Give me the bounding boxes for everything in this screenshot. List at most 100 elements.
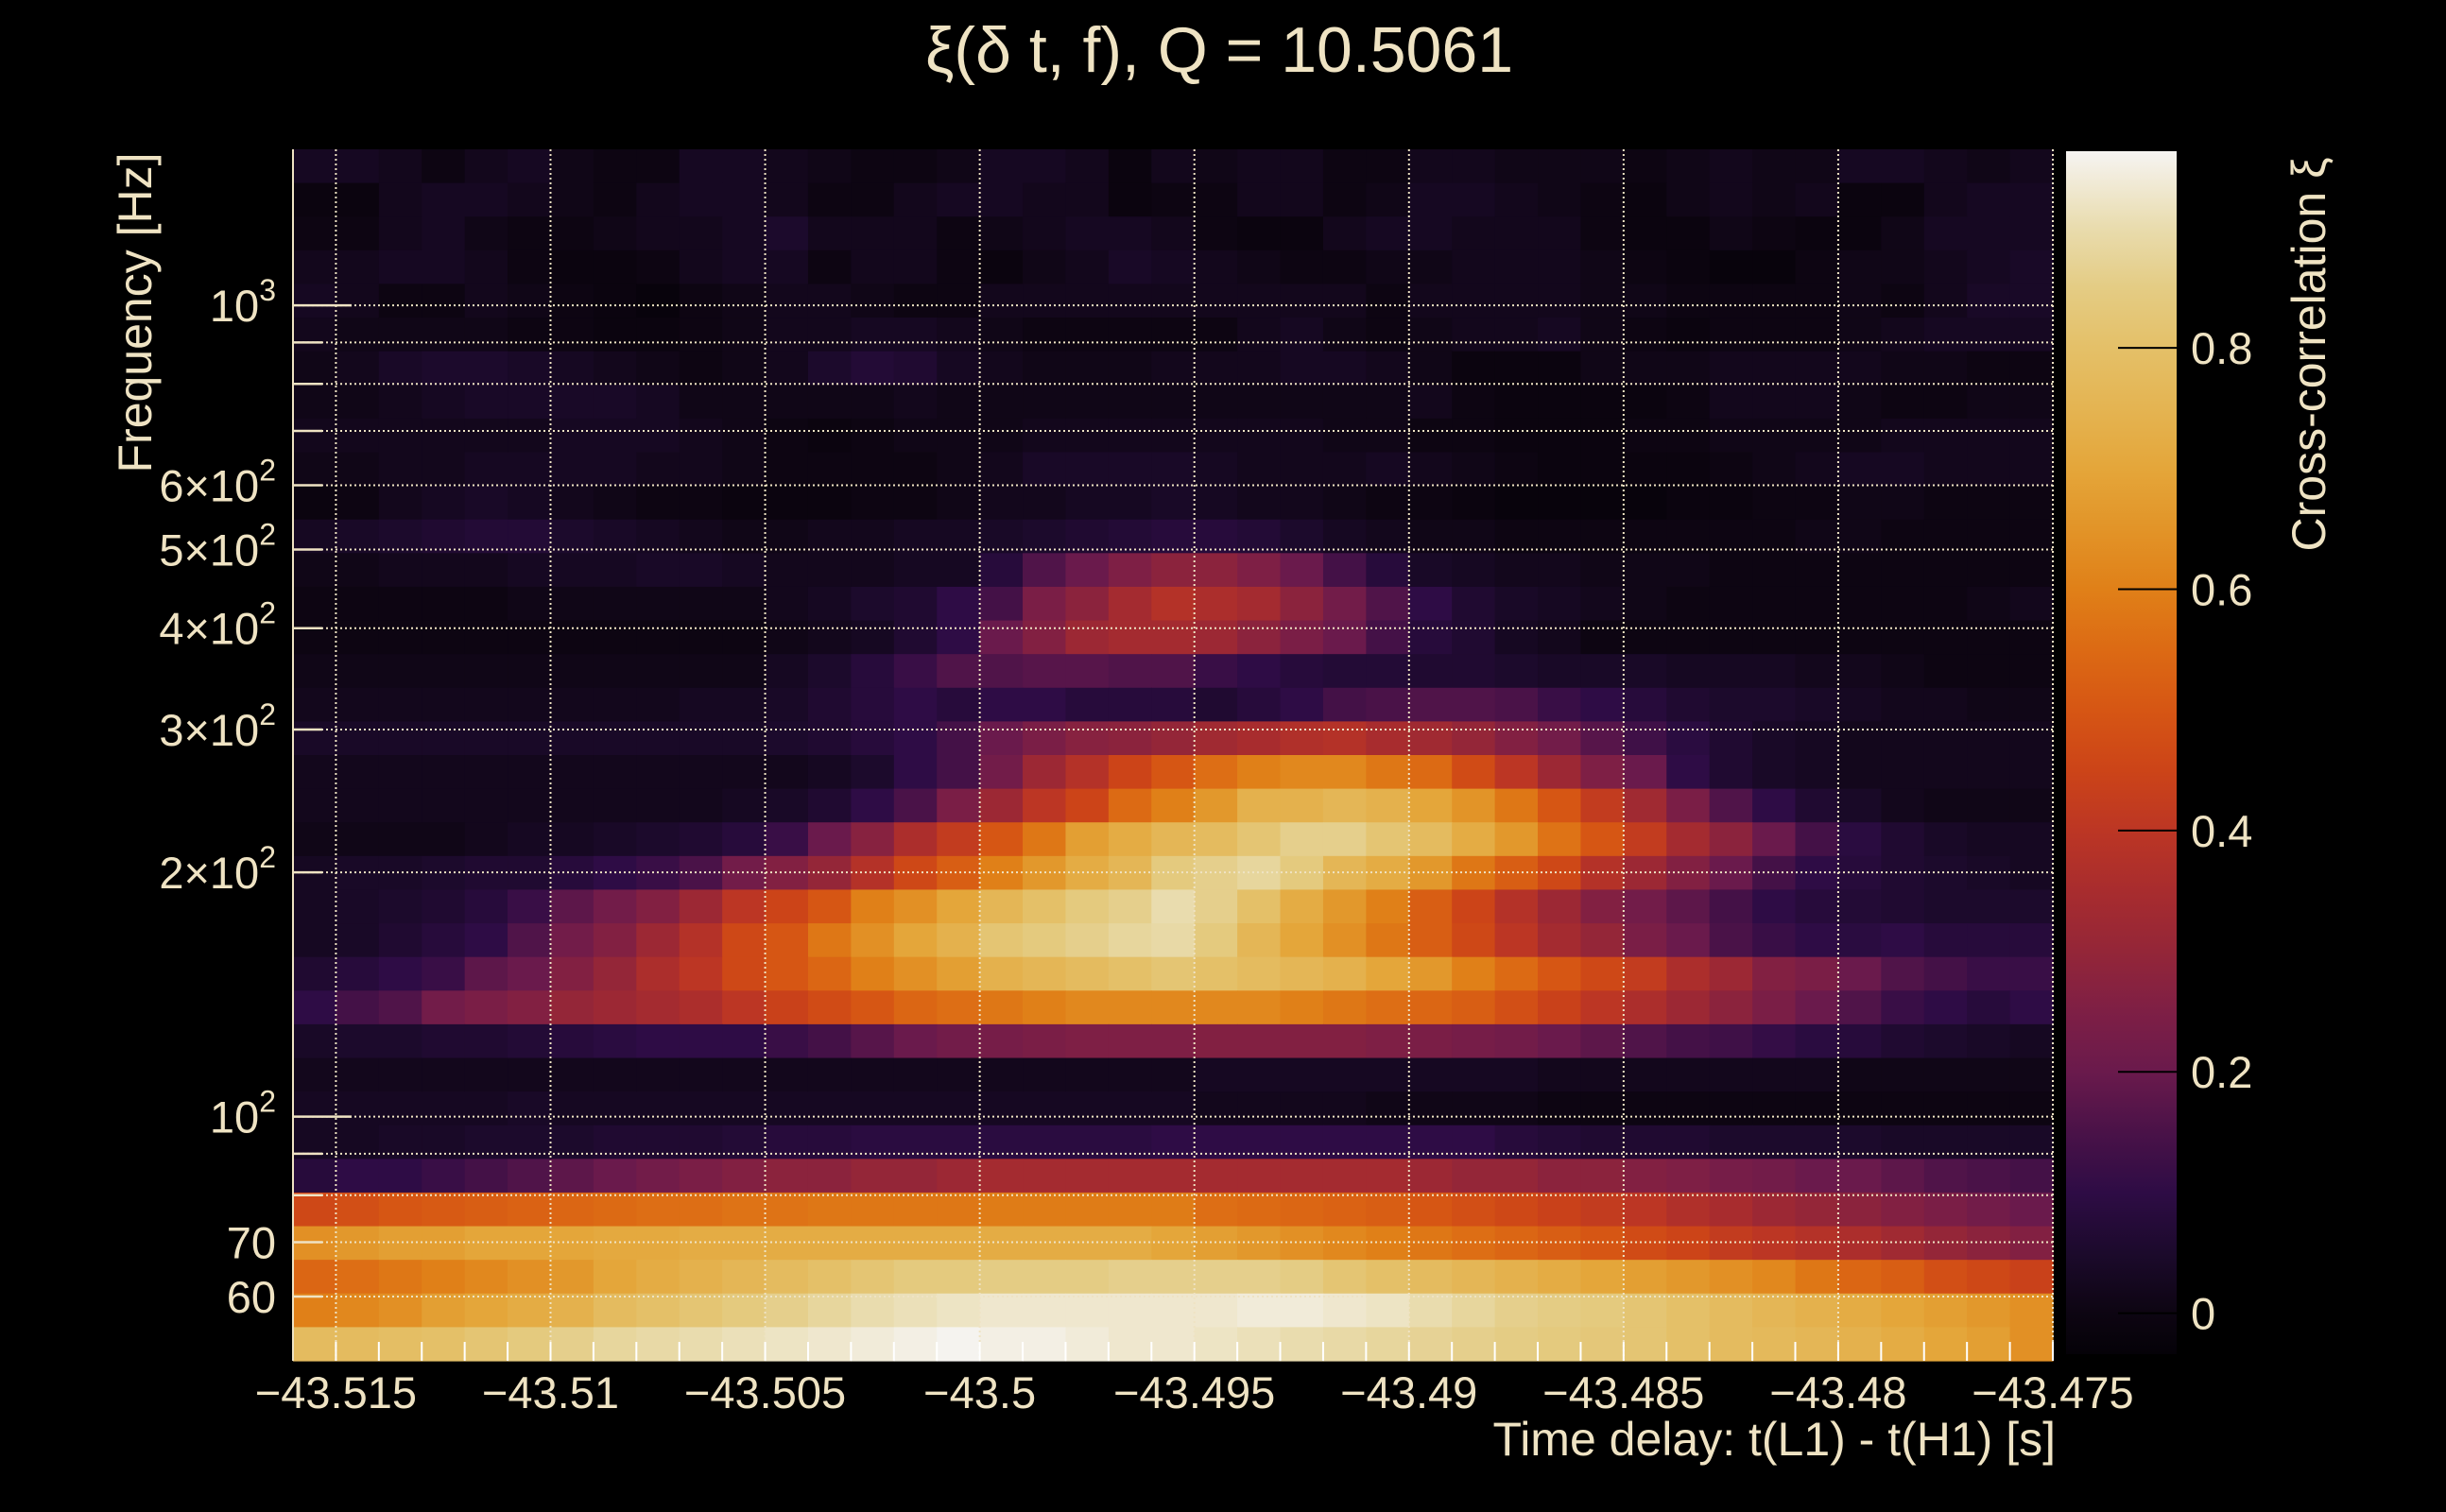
- heatmap-cell: [1752, 418, 1797, 454]
- heatmap-cell: [807, 418, 852, 454]
- heatmap-cell: [336, 822, 380, 857]
- heatmap-cell: [1408, 1192, 1453, 1228]
- heatmap-cell: [979, 452, 1024, 487]
- heatmap-cell: [1108, 486, 1152, 521]
- heatmap-cell: [1837, 1293, 1882, 1328]
- heatmap-cell: [765, 452, 809, 487]
- heatmap-cell: [765, 385, 809, 420]
- heatmap-cell: [1752, 486, 1797, 521]
- heatmap-cell: [1923, 687, 1968, 722]
- heatmap-cell: [1194, 486, 1238, 521]
- heatmap-cell: [336, 1226, 380, 1261]
- colorbar-tick-label: 0.8: [2191, 323, 2252, 373]
- heatmap-cell: [1580, 249, 1625, 285]
- heatmap-cell: [1237, 1057, 1282, 1092]
- heatmap-cell: [636, 1023, 680, 1059]
- heatmap-cell: [765, 284, 809, 318]
- heatmap-cell: [1580, 1091, 1625, 1126]
- heatmap-cell: [1795, 1023, 1839, 1059]
- heatmap-cell: [508, 923, 552, 958]
- heatmap-cell: [593, 149, 637, 184]
- heatmap-cell: [1666, 318, 1711, 352]
- heatmap-cell: [1752, 519, 1797, 554]
- heatmap-cell: [1881, 452, 1925, 487]
- heatmap-cell: [1881, 1327, 1925, 1362]
- heatmap-cell: [851, 1293, 895, 1328]
- heatmap-cell: [1366, 1327, 1410, 1362]
- heatmap-cell: [1881, 889, 1925, 924]
- heatmap-cell: [1623, 889, 1667, 924]
- heatmap-cell: [1366, 654, 1410, 689]
- heatmap-cell: [1881, 418, 1925, 454]
- heatmap-cell: [765, 1091, 809, 1126]
- heatmap-cell: [464, 418, 508, 454]
- heatmap-cell: [807, 519, 852, 554]
- heatmap-cell: [1538, 755, 1582, 790]
- heatmap-cell: [293, 1293, 337, 1328]
- heatmap-cell: [1881, 654, 1925, 689]
- heatmap-cell: [1237, 687, 1282, 722]
- heatmap-cell: [1580, 182, 1625, 217]
- heatmap-cell: [1623, 216, 1667, 251]
- heatmap-cell: [464, 553, 508, 588]
- heatmap-cell: [1580, 1023, 1625, 1059]
- heatmap-cell: [1881, 855, 1925, 891]
- heatmap-cell: [1623, 553, 1667, 588]
- heatmap-cell: [1194, 721, 1238, 756]
- heatmap-cell: [1752, 822, 1797, 857]
- heatmap-cell: [851, 1192, 895, 1228]
- heatmap-cell: [1023, 1260, 1067, 1295]
- heatmap-cell: [336, 1293, 380, 1328]
- heatmap-cell: [722, 956, 767, 991]
- y-tick-label-exponent: 2: [259, 1085, 276, 1119]
- heatmap-cell: [851, 755, 895, 790]
- heatmap-cell: [1538, 1057, 1582, 1092]
- heatmap-cell: [1580, 721, 1625, 756]
- heatmap-cell: [1452, 990, 1496, 1025]
- heatmap-cell: [593, 182, 637, 217]
- heatmap-cell: [1237, 284, 1282, 318]
- heatmap-cell: [807, 1125, 852, 1160]
- heatmap-cell: [636, 822, 680, 857]
- heatmap-cell: [1065, 418, 1110, 454]
- heatmap-cell: [1967, 1057, 2011, 1092]
- heatmap-cell: [1151, 486, 1196, 521]
- heatmap-cell: [1322, 956, 1367, 991]
- heatmap-cell: [2009, 721, 2054, 756]
- heatmap-cell: [1752, 182, 1797, 217]
- heatmap-cell: [1795, 721, 1839, 756]
- y-tick-label-exponent: 2: [259, 840, 276, 874]
- heatmap-cell: [979, 956, 1024, 991]
- heatmap-cell: [1837, 418, 1882, 454]
- heatmap-cell: [807, 1260, 852, 1295]
- heatmap-cell: [1322, 452, 1367, 487]
- heatmap-cell: [1623, 486, 1667, 521]
- heatmap-cell: [765, 889, 809, 924]
- heatmap-cell: [1237, 654, 1282, 689]
- heatmap-cell: [1280, 1159, 1324, 1194]
- heatmap-cell: [1795, 249, 1839, 285]
- heatmap-cell: [765, 788, 809, 823]
- heatmap-cell: [1494, 1091, 1539, 1126]
- heatmap-cell: [336, 788, 380, 823]
- heatmap-cell: [1366, 182, 1410, 217]
- heatmap-cell: [378, 889, 422, 924]
- heatmap-cell: [1923, 318, 1968, 352]
- heatmap-cell: [1452, 755, 1496, 790]
- heatmap-cell: [422, 1023, 466, 1059]
- heatmap-cell: [1194, 1159, 1238, 1194]
- heatmap-cell: [1408, 956, 1453, 991]
- heatmap-cell: [550, 284, 594, 318]
- heatmap-cell: [1795, 149, 1839, 184]
- heatmap-cell: [1795, 519, 1839, 554]
- heatmap-cell: [979, 654, 1024, 689]
- heatmap-cell: [851, 990, 895, 1025]
- heatmap-cell: [851, 889, 895, 924]
- heatmap-cell: [1538, 1293, 1582, 1328]
- heatmap-cell: [893, 822, 938, 857]
- heatmap-cell: [1494, 249, 1539, 285]
- heatmap-cell: [1065, 990, 1110, 1025]
- heatmap-cell: [1194, 182, 1238, 217]
- heatmap-cell: [1023, 788, 1067, 823]
- heatmap-cell: [1280, 1125, 1324, 1160]
